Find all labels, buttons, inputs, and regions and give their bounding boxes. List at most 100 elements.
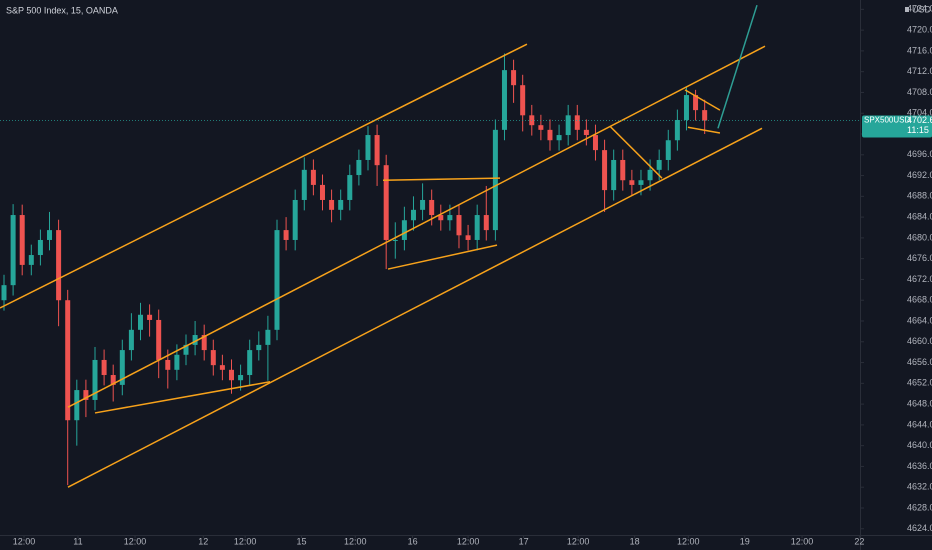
- chart-title: S&P 500 Index, 15, OANDA: [6, 5, 118, 15]
- candle-body: [365, 135, 371, 160]
- candle-body: [238, 375, 244, 381]
- y-tick-label: 4632.0: [907, 482, 932, 492]
- y-tick-label: 4672.0: [907, 274, 932, 284]
- candle-body: [338, 199, 344, 210]
- candle-body: [638, 180, 644, 185]
- candle-body: [702, 110, 708, 121]
- x-tick-label: 12:00: [13, 536, 36, 546]
- x-tick-label: 12: [198, 536, 208, 546]
- candle-body: [538, 125, 544, 130]
- y-tick-label: 4656.0: [907, 357, 932, 367]
- trend-line: [94, 381, 271, 414]
- candle-body: [501, 70, 507, 130]
- candle-body: [301, 169, 307, 200]
- candle-body: [101, 359, 107, 376]
- candle-body: [474, 215, 480, 240]
- candle-body: [456, 215, 462, 236]
- candle-body: [447, 215, 453, 221]
- x-tick-label: 12:00: [124, 536, 147, 546]
- y-tick-label: 4636.0: [907, 461, 932, 471]
- y-tick-label: 4712.0: [907, 66, 932, 76]
- x-tick-label: 12:00: [457, 536, 480, 546]
- y-tick-label: 4688.0: [907, 191, 932, 201]
- y-tick-label: 4648.0: [907, 398, 932, 408]
- y-tick-label: 4652.0: [907, 378, 932, 388]
- trend-line: [67, 127, 763, 488]
- candle-body: [74, 390, 80, 421]
- x-tick-label: 12:00: [234, 536, 257, 546]
- candle-body: [274, 230, 280, 330]
- candle-body: [183, 344, 189, 355]
- candle-body: [565, 115, 571, 136]
- candle-body: [683, 95, 689, 120]
- trend-line: [684, 89, 721, 111]
- y-tick-label: 4640.0: [907, 440, 932, 450]
- y-tick-label: 4692.0: [907, 170, 932, 180]
- candle-body: [492, 129, 498, 231]
- y-tick-label: 4704.0: [907, 108, 932, 118]
- x-tick-label: 17: [519, 536, 529, 546]
- candle-body: [319, 184, 325, 200]
- y-tick-label: 4624.0: [907, 523, 932, 533]
- candle-body: [247, 350, 253, 376]
- candle-body: [265, 329, 271, 345]
- candle-body: [611, 159, 617, 191]
- y-tick-label: 4668.0: [907, 295, 932, 305]
- trend-line: [717, 4, 758, 129]
- y-tick-label: 4684.0: [907, 211, 932, 221]
- candle-body: [520, 85, 526, 116]
- x-tick-label: 15: [297, 536, 307, 546]
- candle-body: [511, 70, 517, 86]
- x-tick-label: 16: [408, 536, 418, 546]
- candle-body: [347, 175, 353, 200]
- candle-body: [174, 354, 180, 370]
- candle-body: [19, 215, 25, 265]
- candle-body: [110, 375, 116, 385]
- candle-body: [602, 150, 608, 191]
- candle-body: [674, 119, 680, 141]
- candle-body: [374, 135, 380, 166]
- candle-body: [392, 239, 398, 241]
- trend-line: [387, 244, 498, 270]
- y-tick-label: 4708.0: [907, 87, 932, 97]
- x-tick-label: 19: [740, 536, 750, 546]
- candle-body: [56, 230, 62, 301]
- candle-body: [592, 135, 598, 151]
- y-tick-label: 4628.0: [907, 502, 932, 512]
- candle-body: [83, 390, 89, 400]
- candle-body: [292, 199, 298, 240]
- x-tick-label: 18: [630, 536, 640, 546]
- price-label-box: [862, 115, 932, 138]
- candle-body: [210, 350, 216, 366]
- candle-body: [556, 135, 562, 141]
- trend-line: [382, 177, 501, 181]
- candle-body: [438, 215, 444, 221]
- candle-body: [329, 199, 335, 210]
- y-tick-label: 4720.0: [907, 25, 932, 35]
- candle-body: [283, 230, 289, 240]
- countdown-label: 11:15: [907, 125, 929, 135]
- y-tick-label: 4676.0: [907, 253, 932, 263]
- candle-body: [10, 215, 16, 286]
- candle-body: [620, 159, 626, 181]
- candle-body: [629, 180, 635, 185]
- candle-body: [383, 165, 389, 240]
- candle-body: [219, 365, 225, 370]
- currency-label: USD: [912, 4, 932, 14]
- x-tick-label: 12:00: [791, 536, 814, 546]
- last-price-label: 4702.6: [907, 115, 932, 125]
- candle-body: [37, 239, 43, 256]
- candle-body: [647, 169, 653, 181]
- x-tick-label: 12:00: [344, 536, 367, 546]
- trend-line: [0, 43, 528, 309]
- candle-body: [665, 140, 671, 160]
- candle-body: [165, 359, 171, 370]
- candle-body: [28, 255, 34, 265]
- candle-body: [156, 319, 162, 360]
- candle-body: [547, 129, 553, 141]
- candle-body: [92, 359, 98, 400]
- y-tick-label: 4696.0: [907, 149, 932, 159]
- candle-body: [65, 300, 71, 421]
